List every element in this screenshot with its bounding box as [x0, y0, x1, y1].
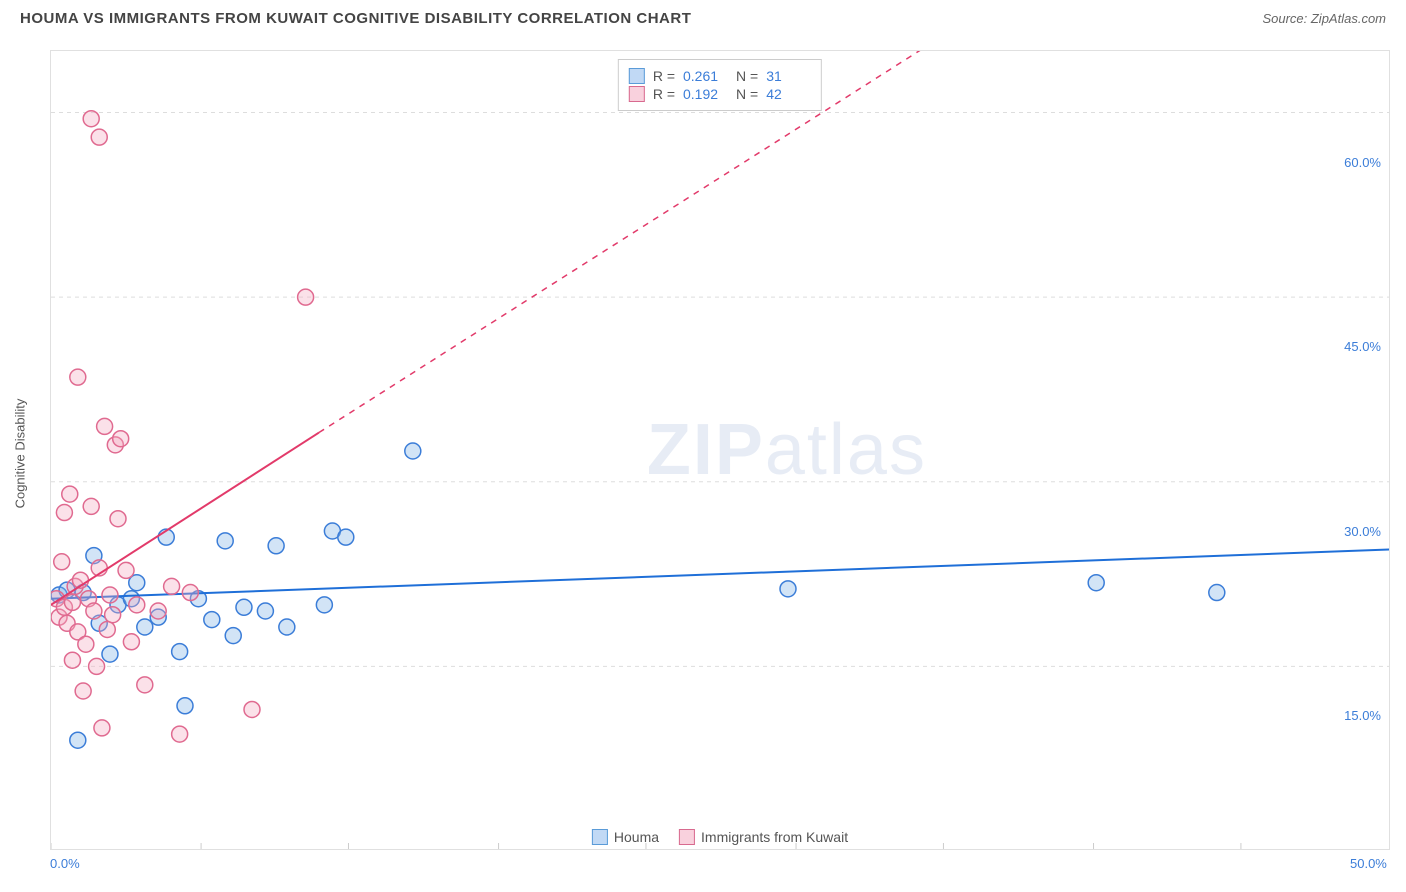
data-point — [91, 129, 107, 145]
scatter-svg — [51, 51, 1389, 849]
data-point — [105, 607, 121, 623]
r-label: R = — [653, 86, 675, 102]
data-point — [225, 628, 241, 644]
r-value: 0.192 — [683, 86, 728, 102]
data-point — [279, 619, 295, 635]
data-point — [137, 619, 153, 635]
data-point — [177, 698, 193, 714]
data-point — [86, 603, 102, 619]
data-point — [217, 533, 233, 549]
legend-item: Houma — [592, 829, 659, 845]
data-point — [316, 597, 332, 613]
data-point — [405, 443, 421, 459]
y-tick-label: 15.0% — [1344, 708, 1381, 723]
n-label: N = — [736, 68, 758, 84]
data-point — [97, 418, 113, 434]
stats-row: R = 0.261 N = 31 — [629, 68, 811, 84]
data-point — [64, 652, 80, 668]
legend-swatch — [679, 829, 695, 845]
data-point — [204, 612, 220, 628]
y-tick-label: 45.0% — [1344, 339, 1381, 354]
y-tick-label: 60.0% — [1344, 155, 1381, 170]
data-point — [1088, 575, 1104, 591]
r-label: R = — [653, 68, 675, 84]
data-point — [123, 634, 139, 650]
data-point — [118, 562, 134, 578]
data-point — [102, 646, 118, 662]
data-point — [99, 621, 115, 637]
data-point — [89, 658, 105, 674]
n-value: 31 — [766, 68, 811, 84]
data-point — [129, 597, 145, 613]
data-point — [298, 289, 314, 305]
x-tick-label: 50.0% — [1350, 856, 1387, 871]
data-point — [75, 683, 91, 699]
data-point — [54, 554, 70, 570]
y-axis-label: Cognitive Disability — [13, 399, 28, 509]
data-point — [110, 511, 126, 527]
legend-swatch — [629, 86, 645, 102]
x-tick-label: 0.0% — [50, 856, 80, 871]
n-value: 42 — [766, 86, 811, 102]
data-point — [64, 594, 80, 610]
data-point — [182, 585, 198, 601]
legend-label: Immigrants from Kuwait — [701, 829, 848, 845]
data-point — [244, 701, 260, 717]
data-point — [257, 603, 273, 619]
data-point — [78, 636, 94, 652]
data-point — [172, 644, 188, 660]
legend-label: Houma — [614, 829, 659, 845]
chart-title: HOUMA VS IMMIGRANTS FROM KUWAIT COGNITIV… — [20, 10, 691, 27]
data-point — [150, 603, 166, 619]
data-point — [164, 578, 180, 594]
data-point — [338, 529, 354, 545]
y-tick-label: 30.0% — [1344, 524, 1381, 539]
trend-line — [51, 549, 1389, 598]
data-point — [94, 720, 110, 736]
data-point — [102, 587, 118, 603]
data-point — [62, 486, 78, 502]
data-point — [83, 111, 99, 127]
legend-swatch — [629, 68, 645, 84]
data-point — [113, 431, 129, 447]
series-legend: Houma Immigrants from Kuwait — [592, 829, 848, 845]
data-point — [1209, 585, 1225, 601]
r-value: 0.261 — [683, 68, 728, 84]
data-point — [268, 538, 284, 554]
trend-line — [51, 433, 319, 605]
data-point — [70, 369, 86, 385]
data-point — [56, 505, 72, 521]
data-point — [137, 677, 153, 693]
stats-row: R = 0.192 N = 42 — [629, 86, 811, 102]
legend-swatch — [592, 829, 608, 845]
data-point — [172, 726, 188, 742]
data-point — [780, 581, 796, 597]
data-point — [70, 732, 86, 748]
n-label: N = — [736, 86, 758, 102]
legend-item: Immigrants from Kuwait — [679, 829, 848, 845]
data-point — [236, 599, 252, 615]
chart-plot-area: ZIPatlas R = 0.261 N = 31 R = 0.192 N = … — [50, 50, 1390, 850]
source-credit: Source: ZipAtlas.com — [1262, 11, 1386, 26]
data-point — [83, 498, 99, 514]
stats-legend-box: R = 0.261 N = 31 R = 0.192 N = 42 — [618, 59, 822, 111]
